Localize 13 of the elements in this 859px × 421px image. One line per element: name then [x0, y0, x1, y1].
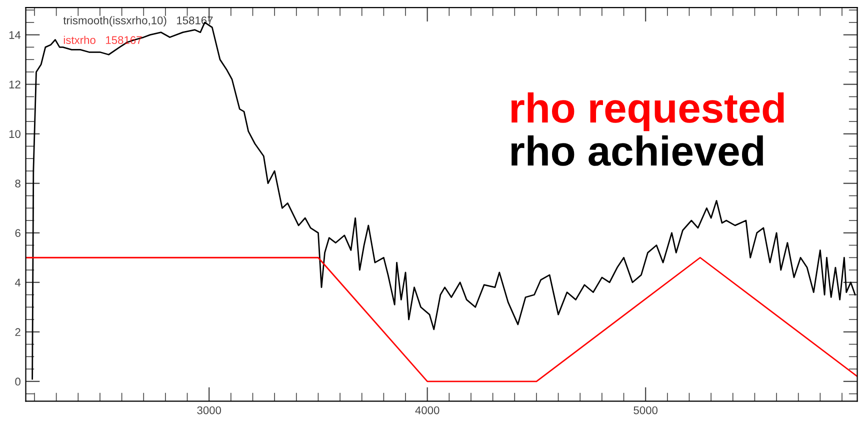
text: rho requested	[511, 92, 784, 132]
y-tick-label: 0	[15, 378, 20, 386]
y-tick-label: 4	[14, 278, 21, 286]
x-tick-label: 5000	[634, 406, 658, 414]
y-tick-label: 12	[9, 80, 20, 88]
series-label: rho achieved	[511, 135, 764, 166]
y-tick-label: 14	[9, 31, 21, 39]
y-tick-label: 8	[15, 180, 20, 188]
x-tick-label: 4000	[415, 406, 440, 414]
y-tick-label: 10	[9, 130, 20, 138]
y-tick-label: 6	[15, 229, 20, 237]
y-tick-label: 2	[15, 328, 20, 336]
x-tick-label: 3000	[197, 406, 222, 414]
